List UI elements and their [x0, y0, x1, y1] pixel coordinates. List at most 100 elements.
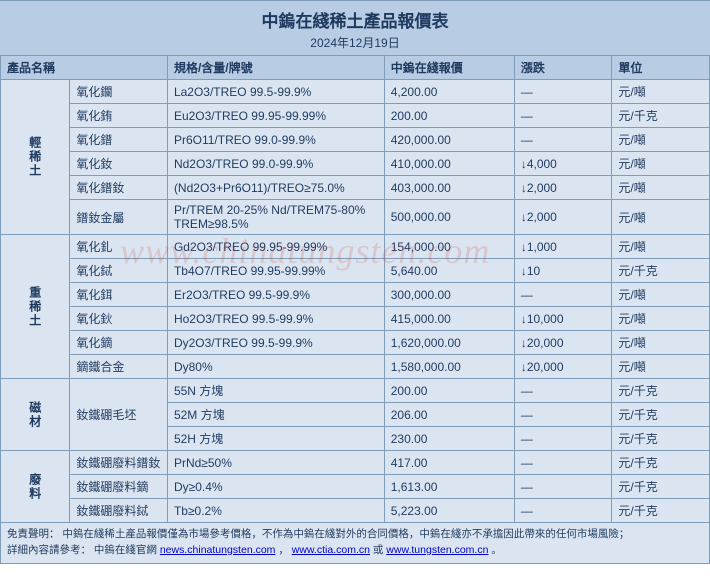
table-row: 輕稀土氧化鑭La2O3/TREO 99.5-99.9%4,200.00—元/噸: [1, 80, 710, 104]
price-cell: 1,620,000.00: [384, 331, 514, 355]
col-price-header: 中鎢在綫報價: [384, 56, 514, 80]
product-name: 氧化銪: [70, 104, 168, 128]
price-cell: 200.00: [384, 104, 514, 128]
price-cell: 410,000.00: [384, 152, 514, 176]
product-name: 釹鐵硼廢料鋱: [70, 499, 168, 523]
price-cell: 500,000.00: [384, 200, 514, 235]
footer-sep: ，: [278, 544, 289, 556]
product-name: 氧化釓: [70, 235, 168, 259]
unit-cell: 元/千克: [612, 427, 710, 451]
report-date: 2024年12月19日: [0, 34, 710, 51]
col-unit-header: 單位: [612, 56, 710, 80]
refer-text: 中鎢在綫官網: [94, 544, 160, 556]
unit-cell: 元/千克: [612, 451, 710, 475]
price-cell: 420,000.00: [384, 128, 514, 152]
table-row: 氧化釹Nd2O3/TREO 99.0-99.9%410,000.00↓4,000…: [1, 152, 710, 176]
disclaimer-text: 中鎢在綫稀土產品報價僅為市場參考價格，不作為中鎢在綫對外的合同價格，中鎢在綫亦不…: [62, 528, 629, 540]
col-change-header: 漲跌: [514, 56, 612, 80]
spec-cell: Er2O3/TREO 99.5-99.9%: [167, 283, 384, 307]
product-name: 鏑鐵合金: [70, 355, 168, 379]
product-name: 鐠釹金屬: [70, 200, 168, 235]
footer-link-3[interactable]: www.tungsten.com.cn: [386, 544, 488, 556]
product-name: 氧化鐠: [70, 128, 168, 152]
header-row: 產品名稱 規格/含量/牌號 中鎢在綫報價 漲跌 單位: [1, 56, 710, 80]
product-name: 釹鐵硼廢料鐠釹: [70, 451, 168, 475]
spec-cell: Tb4O7/TREO 99.95-99.99%: [167, 259, 384, 283]
change-cell: —: [514, 379, 612, 403]
table-row: 氧化鏑Dy2O3/TREO 99.5-99.9%1,620,000.00↓20,…: [1, 331, 710, 355]
change-cell: —: [514, 451, 612, 475]
table-row: 氧化鐠釹(Nd2O3+Pr6O11)/TREO≥75.0%403,000.00↓…: [1, 176, 710, 200]
table-row: 釹鐵硼廢料鋱Tb≥0.2%5,223.00—元/千克: [1, 499, 710, 523]
table-row: 重稀土氧化釓Gd2O3/TREO 99.95-99.99%154,000.00↓…: [1, 235, 710, 259]
product-name: 氧化釹: [70, 152, 168, 176]
unit-cell: 元/千克: [612, 499, 710, 523]
change-cell: ↓10,000: [514, 307, 612, 331]
unit-cell: 元/噸: [612, 331, 710, 355]
refer-label: 詳細內容請參考：: [7, 544, 91, 556]
footer-block: 免責聲明： 中鎢在綫稀土產品報價僅為市場參考價格，不作為中鎢在綫對外的合同價格，…: [0, 523, 710, 564]
price-cell: 154,000.00: [384, 235, 514, 259]
col-spec-header: 規格/含量/牌號: [167, 56, 384, 80]
spec-cell: Pr/TREM 20-25% Nd/TREM75-80% TREM≥98.5%: [167, 200, 384, 235]
price-cell: 206.00: [384, 403, 514, 427]
price-cell: 417.00: [384, 451, 514, 475]
category-cell: 廢料: [1, 451, 70, 523]
price-cell: 230.00: [384, 427, 514, 451]
unit-cell: 元/噸: [612, 176, 710, 200]
spec-cell: Ho2O3/TREO 99.5-99.9%: [167, 307, 384, 331]
price-cell: 200.00: [384, 379, 514, 403]
price-table: 產品名稱 規格/含量/牌號 中鎢在綫報價 漲跌 單位 輕稀土氧化鑭La2O3/T…: [0, 55, 710, 523]
product-name: 氧化鋱: [70, 259, 168, 283]
unit-cell: 元/千克: [612, 259, 710, 283]
table-row: 氧化鐠Pr6O11/TREO 99.0-99.9%420,000.00—元/噸: [1, 128, 710, 152]
col-name-header: 產品名稱: [1, 56, 168, 80]
disclaimer-label: 免責聲明：: [7, 528, 60, 540]
unit-cell: 元/千克: [612, 104, 710, 128]
table-body: 輕稀土氧化鑭La2O3/TREO 99.5-99.9%4,200.00—元/噸氧…: [1, 80, 710, 523]
spec-cell: PrNd≥50%: [167, 451, 384, 475]
price-cell: 4,200.00: [384, 80, 514, 104]
change-cell: —: [514, 427, 612, 451]
price-cell: 1,613.00: [384, 475, 514, 499]
table-row: 氧化銪Eu2O3/TREO 99.95-99.99%200.00—元/千克: [1, 104, 710, 128]
change-cell: —: [514, 283, 612, 307]
table-row: 氧化鉺Er2O3/TREO 99.5-99.9%300,000.00—元/噸: [1, 283, 710, 307]
product-name: 氧化鈥: [70, 307, 168, 331]
category-cell: 輕稀土: [1, 80, 70, 235]
price-table-container: 中鎢在綫稀土產品報價表 2024年12月19日 產品名稱 規格/含量/牌號 中鎢…: [0, 0, 710, 564]
unit-cell: 元/噸: [612, 80, 710, 104]
change-cell: ↓20,000: [514, 331, 612, 355]
price-cell: 5,640.00: [384, 259, 514, 283]
spec-cell: Dy2O3/TREO 99.5-99.9%: [167, 331, 384, 355]
footer-period: 。: [491, 544, 502, 556]
spec-cell: (Nd2O3+Pr6O11)/TREO≥75.0%: [167, 176, 384, 200]
product-name: 氧化鉺: [70, 283, 168, 307]
unit-cell: 元/千克: [612, 403, 710, 427]
unit-cell: 元/千克: [612, 379, 710, 403]
unit-cell: 元/噸: [612, 200, 710, 235]
unit-cell: 元/千克: [612, 475, 710, 499]
product-name: 釹鐵硼廢料鏑: [70, 475, 168, 499]
spec-cell: 55N 方塊: [167, 379, 384, 403]
table-row: 磁材釹鐵硼毛坯55N 方塊200.00—元/千克: [1, 379, 710, 403]
change-cell: —: [514, 403, 612, 427]
unit-cell: 元/噸: [612, 283, 710, 307]
spec-cell: Pr6O11/TREO 99.0-99.9%: [167, 128, 384, 152]
product-name: 氧化鑭: [70, 80, 168, 104]
footer-link-2[interactable]: www.ctia.com.cn: [292, 544, 370, 556]
price-cell: 5,223.00: [384, 499, 514, 523]
footer-link-1[interactable]: news.chinatungsten.com: [160, 544, 276, 556]
product-name: 氧化鏑: [70, 331, 168, 355]
table-row: 鐠釹金屬Pr/TREM 20-25% Nd/TREM75-80% TREM≥98…: [1, 200, 710, 235]
spec-cell: 52H 方塊: [167, 427, 384, 451]
unit-cell: 元/噸: [612, 355, 710, 379]
category-cell: 磁材: [1, 379, 70, 451]
table-row: 釹鐵硼廢料鏑Dy≥0.4%1,613.00—元/千克: [1, 475, 710, 499]
change-cell: —: [514, 128, 612, 152]
change-cell: —: [514, 499, 612, 523]
spec-cell: Dy80%: [167, 355, 384, 379]
unit-cell: 元/噸: [612, 152, 710, 176]
change-cell: ↓10: [514, 259, 612, 283]
page-title: 中鎢在綫稀土產品報價表: [0, 7, 710, 32]
